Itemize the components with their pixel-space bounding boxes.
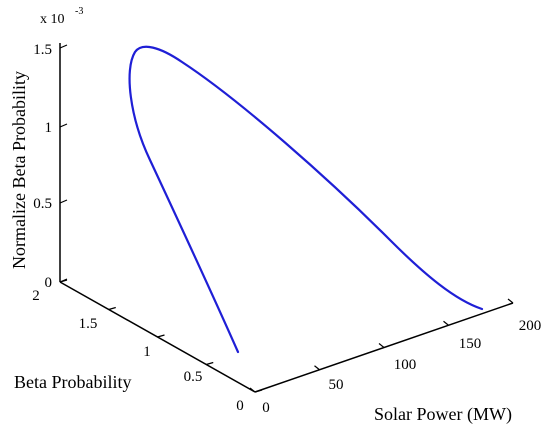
z-axis-title: Normalize Beta Probability [9,71,29,269]
tick-mark [314,365,320,371]
z-tick-label: 1.5 [33,42,52,58]
z-exponent-power: -3 [75,6,83,17]
tick-mark [59,279,68,283]
tick-mark [254,389,263,393]
z-exponent-label: x 10 -3 [40,6,83,27]
x-tick-label: 150 [459,336,482,352]
y-tick-labels: 2 1.5 1 0.5 0 [32,288,244,414]
y-tick-label: 1.5 [79,316,98,332]
tick-mark [443,320,449,326]
x-tick-labels: 0 50 100 150 200 [262,318,541,416]
x-tick-label: 0 [262,400,270,416]
z-tick-labels: 0 0.5 1 1.5 [33,42,52,291]
tick-mark [108,306,116,311]
tick-mark [378,343,385,348]
axes [59,43,514,393]
tick-mark [249,387,256,393]
tick-mark [507,298,514,304]
y-tick-label: 0.5 [184,369,203,385]
y-tick-label: 2 [32,288,40,304]
y-tick-label: 1 [143,344,151,360]
z-exponent-base: x 10 [40,12,65,27]
x-axis-title: Solar Power (MW) [374,404,512,425]
tick-marks [59,44,514,393]
x-tick-label: 50 [329,377,344,393]
x-tick-label: 100 [394,357,417,373]
tick-mark [59,123,68,128]
series-line [128,45,484,354]
z-tick-label: 0.5 [33,196,52,212]
z-tick-label: 0 [45,275,53,291]
tick-mark [206,361,214,366]
tick-mark [59,199,68,204]
z-tick-label: 1 [45,120,53,136]
y-axis-title: Beta Probability [14,372,131,392]
tick-mark [59,44,68,49]
y-tick-label: 0 [236,398,244,414]
x-tick-label: 200 [519,318,542,334]
tick-mark [157,334,165,338]
